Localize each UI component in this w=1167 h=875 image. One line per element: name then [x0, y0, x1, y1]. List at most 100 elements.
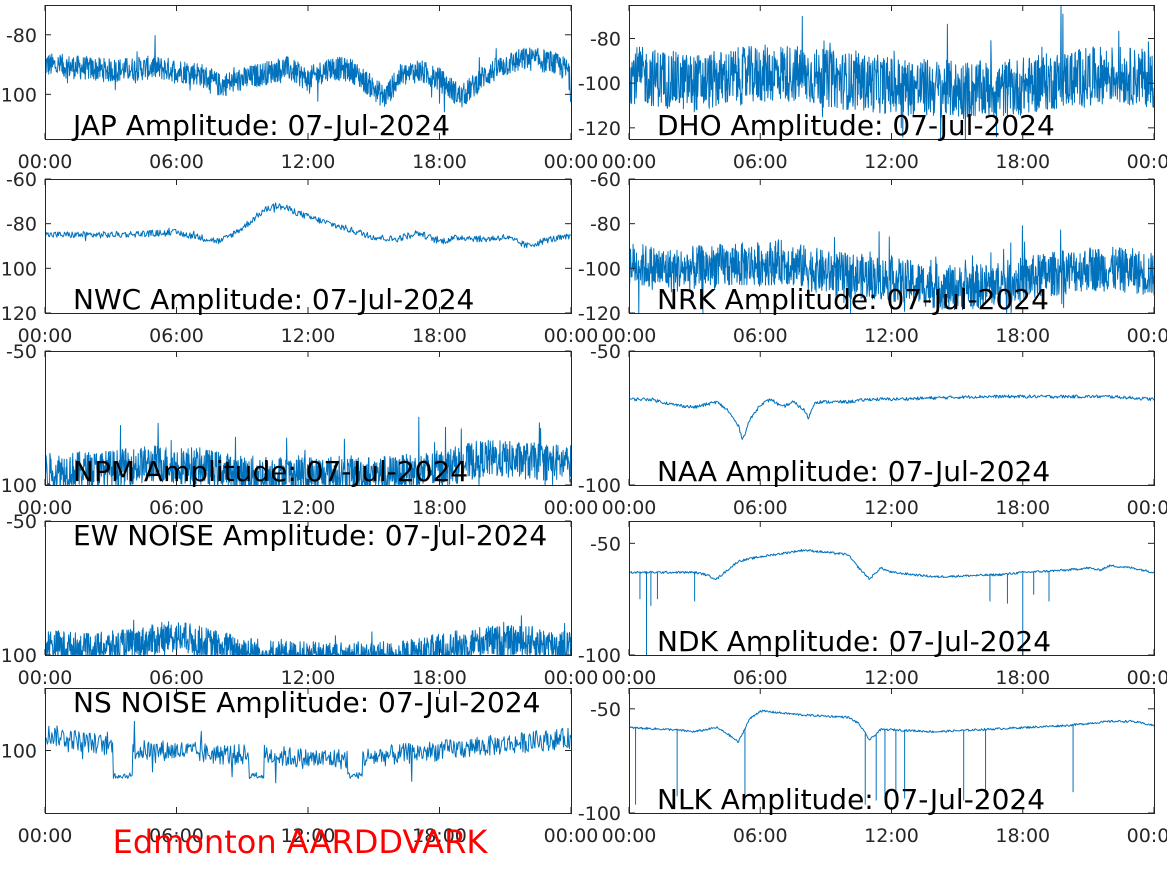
y-tick-label: -80: [6, 25, 37, 47]
y-tick-label: 100: [1, 475, 37, 497]
x-tick-label: 18:00: [995, 325, 1050, 347]
y-tick-label: -120: [578, 303, 621, 325]
x-tick-label: 12:00: [281, 497, 336, 519]
x-tick-label: 00:00: [1127, 325, 1167, 347]
y-tick-label: -80: [590, 29, 621, 51]
panel-title-ndk: NDK Amplitude: 07-Jul-2024: [657, 625, 1051, 658]
trace-line-nrk: [629, 225, 1154, 313]
y-tick-label: 100: [1, 84, 37, 106]
panel-title-naa: NAA Amplitude: 07-Jul-2024: [657, 455, 1050, 488]
x-tick-label: 06:00: [733, 325, 788, 347]
x-tick-label: 00:00: [1127, 667, 1167, 689]
panel-title-dho: DHO Amplitude: 07-Jul-2024: [657, 109, 1055, 142]
x-tick-label: 00:00: [18, 667, 73, 689]
trace-line-naa: [629, 394, 1154, 440]
x-tick-label: 18:00: [412, 825, 467, 847]
x-tick-label: 06:00: [149, 667, 204, 689]
y-tick-label: -120: [578, 118, 621, 140]
x-tick-label: 18:00: [412, 151, 467, 173]
y-tick-label: -80: [6, 214, 37, 236]
panel-title-nrk: NRK Amplitude: 07-Jul-2024: [657, 283, 1049, 316]
x-tick-label: 06:00: [733, 497, 788, 519]
panel-ns_noise: 00:00 06:00 12:00 18:00 00:00 100 NS NOISE Amp…: [1, 686, 599, 847]
x-tick-label: 00:00: [18, 151, 73, 173]
y-tick-label: -80: [590, 214, 621, 236]
panel-nwc: 00:00 06:00 12:00 18:00 00:00 -60 -80 100 120 NWC…: [1, 169, 599, 347]
y-tick-label: -60: [6, 169, 37, 191]
trace-line-nlk: [629, 709, 1154, 743]
x-tick-label: 00:00: [18, 497, 73, 519]
trace-line-npm: [45, 416, 571, 485]
y-tick-label: 120: [1, 303, 37, 325]
x-tick-label: 00:00: [602, 667, 657, 689]
x-tick-label: 18:00: [995, 151, 1050, 173]
panel-title-nlk: NLK Amplitude: 07-Jul-2024: [657, 783, 1045, 816]
x-tick-label: 06:00: [149, 151, 204, 173]
y-tick-label: 100: [1, 645, 37, 667]
x-tick-label: 12:00: [864, 151, 919, 173]
x-tick-label: 18:00: [995, 667, 1050, 689]
x-tick-label: 00:00: [602, 497, 657, 519]
x-tick-label: 12:00: [864, 667, 919, 689]
x-tick-label: 12:00: [281, 325, 336, 347]
panel-title-ew_noise: EW NOISE Amplitude: 07-Jul-2024: [73, 519, 547, 552]
x-tick-label: 18:00: [412, 667, 467, 689]
x-tick-label: 18:00: [995, 825, 1050, 847]
y-tick-label: -50: [6, 511, 37, 533]
panel-title-npm: NPM Amplitude: 07-Jul-2024: [73, 455, 468, 488]
y-tick-label: -50: [6, 341, 37, 363]
y-tick-label: 100: [1, 258, 37, 280]
y-tick-label: -100: [578, 73, 621, 95]
x-tick-label: 12:00: [864, 497, 919, 519]
panel-nrk: 00:00 06:00 12:00 18:00 00:00 -60 -80 -100 -120 N…: [578, 169, 1167, 347]
trace-line-nwc: [45, 202, 571, 249]
x-tick-label: 06:00: [733, 151, 788, 173]
x-tick-label: 00:00: [602, 325, 657, 347]
y-tick-label: -100: [578, 258, 621, 280]
panels-group: 00:00 06:00 12:00 18:00 00:00 -80 100 JAP Ampli…: [1, 5, 1167, 847]
panel-nlk: 00:00 06:00 12:00 18:00 00:00 -50 -100 NLK Ampl…: [578, 688, 1167, 847]
panel-ew_noise: 00:00 06:00 12:00 18:00 00:00 -50 100 EW NOISE …: [1, 511, 599, 689]
x-tick-label: 00:00: [544, 825, 599, 847]
panel-title-nwc: NWC Amplitude: 07-Jul-2024: [73, 283, 474, 316]
x-tick-label: 00:00: [1127, 151, 1167, 173]
trace-line-ndk: [629, 548, 1154, 580]
panel-npm: 00:00 06:00 12:00 18:00 00:00 -50 100 NPM Ampli…: [1, 341, 599, 519]
panel-title-jap: JAP Amplitude: 07-Jul-2024: [71, 109, 450, 142]
x-tick-label: 00:00: [544, 667, 599, 689]
x-tick-label: 18:00: [412, 325, 467, 347]
y-tick-label: -50: [590, 341, 621, 363]
panel-title-ns_noise: NS NOISE Amplitude: 07-Jul-2024: [73, 686, 540, 719]
x-tick-label: 06:00: [733, 825, 788, 847]
y-tick-label: -100: [578, 803, 621, 825]
x-tick-label: 06:00: [149, 325, 204, 347]
x-tick-label: 12:00: [281, 667, 336, 689]
x-tick-label: 06:00: [733, 667, 788, 689]
panel-dho: 00:00 06:00 12:00 18:00 00:00 -80 -100 -120 DHO …: [578, 5, 1167, 173]
panel-naa: 00:00 06:00 12:00 18:00 00:00 -50 -100 NAA Ampl…: [578, 341, 1167, 519]
x-tick-label: 12:00: [864, 825, 919, 847]
x-tick-label: 12:00: [281, 825, 336, 847]
x-tick-label: 00:00: [1127, 497, 1167, 519]
station-label: Edmonton AARDDVARK: [113, 823, 489, 861]
y-tick-label: -100: [578, 475, 621, 497]
x-tick-label: 00:00: [18, 825, 73, 847]
y-tick-label: 100: [1, 741, 37, 763]
y-tick-label: -60: [590, 169, 621, 191]
y-tick-label: -50: [590, 533, 621, 555]
x-tick-label: 18:00: [995, 497, 1050, 519]
panel-ndk: 00:00 06:00 12:00 18:00 00:00 -50 -100 NDK Ampl…: [578, 521, 1167, 689]
x-tick-label: 00:00: [544, 151, 599, 173]
x-tick-label: 00:00: [544, 497, 599, 519]
panel-jap: 00:00 06:00 12:00 18:00 00:00 -80 100 JAP Ampli…: [1, 5, 599, 173]
x-tick-label: 06:00: [149, 497, 204, 519]
x-tick-label: 00:00: [544, 325, 599, 347]
y-tick-label: -50: [590, 699, 621, 721]
trace-line-dho: [629, 5, 1154, 139]
x-tick-label: 00:00: [18, 325, 73, 347]
x-tick-label: 18:00: [412, 497, 467, 519]
x-tick-label: 12:00: [281, 151, 336, 173]
x-tick-label: 00:00: [1127, 825, 1167, 847]
x-tick-label: 00:00: [602, 825, 657, 847]
x-tick-label: 12:00: [864, 325, 919, 347]
